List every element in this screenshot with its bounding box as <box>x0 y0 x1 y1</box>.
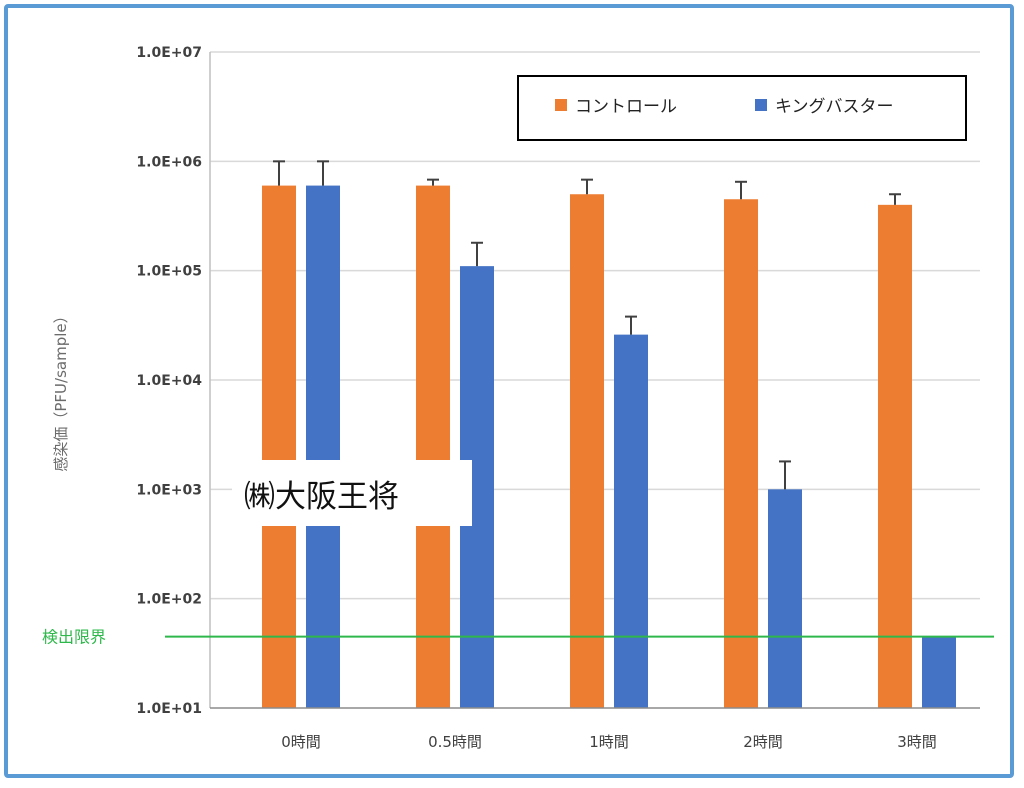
x-tick-label: 0時間 <box>281 733 321 751</box>
bar-control <box>570 194 604 708</box>
y-tick-label: 1.0E+01 <box>136 701 202 717</box>
y-tick-label: 1.0E+04 <box>136 373 202 389</box>
bars <box>262 185 956 709</box>
x-tick-label: 3時間 <box>897 733 937 751</box>
y-axis-label: 感染価（PFU/sample） <box>52 308 70 471</box>
company-watermark: ㈱大阪王将 <box>232 460 472 526</box>
chart-frame <box>4 4 1014 778</box>
y-tick-label: 1.0E+05 <box>136 264 202 280</box>
x-tick-label: 0.5時間 <box>428 733 482 751</box>
x-tick-labels: 0時間 0.5時間 1時間 2時間 3時間 <box>281 733 937 751</box>
bar-kingbuster <box>614 334 648 708</box>
bar-kingbuster <box>306 185 340 708</box>
error-bars <box>273 160 901 490</box>
bar-control <box>878 204 912 709</box>
x-tick-label: 1時間 <box>589 733 629 751</box>
bar-control <box>724 199 758 708</box>
bar-kingbuster <box>922 636 956 708</box>
legend-label-control: コントロール <box>575 97 677 117</box>
detection-limit-label: 検出限界 <box>42 628 106 647</box>
bar-control <box>262 185 296 708</box>
bar-kingbuster <box>768 489 802 708</box>
axes <box>209 52 980 709</box>
legend-label-kingbuster: キングバスター <box>775 97 894 117</box>
y-tick-label: 1.0E+02 <box>136 592 202 608</box>
y-tick-label: 1.0E+06 <box>136 154 202 170</box>
legend-swatch-control <box>555 99 567 111</box>
bar-control <box>416 185 450 708</box>
y-tick-labels: 1.0E+01 1.0E+02 1.0E+03 1.0E+04 1.0E+05 1.0E+… <box>136 45 202 717</box>
legend-swatch-kingbuster <box>755 99 767 111</box>
y-tick-label: 1.0E+07 <box>136 45 202 61</box>
y-tick-label: 1.0E+03 <box>136 482 202 498</box>
x-tick-label: 2時間 <box>743 733 783 751</box>
legend: コントロール キングバスター <box>517 75 967 141</box>
